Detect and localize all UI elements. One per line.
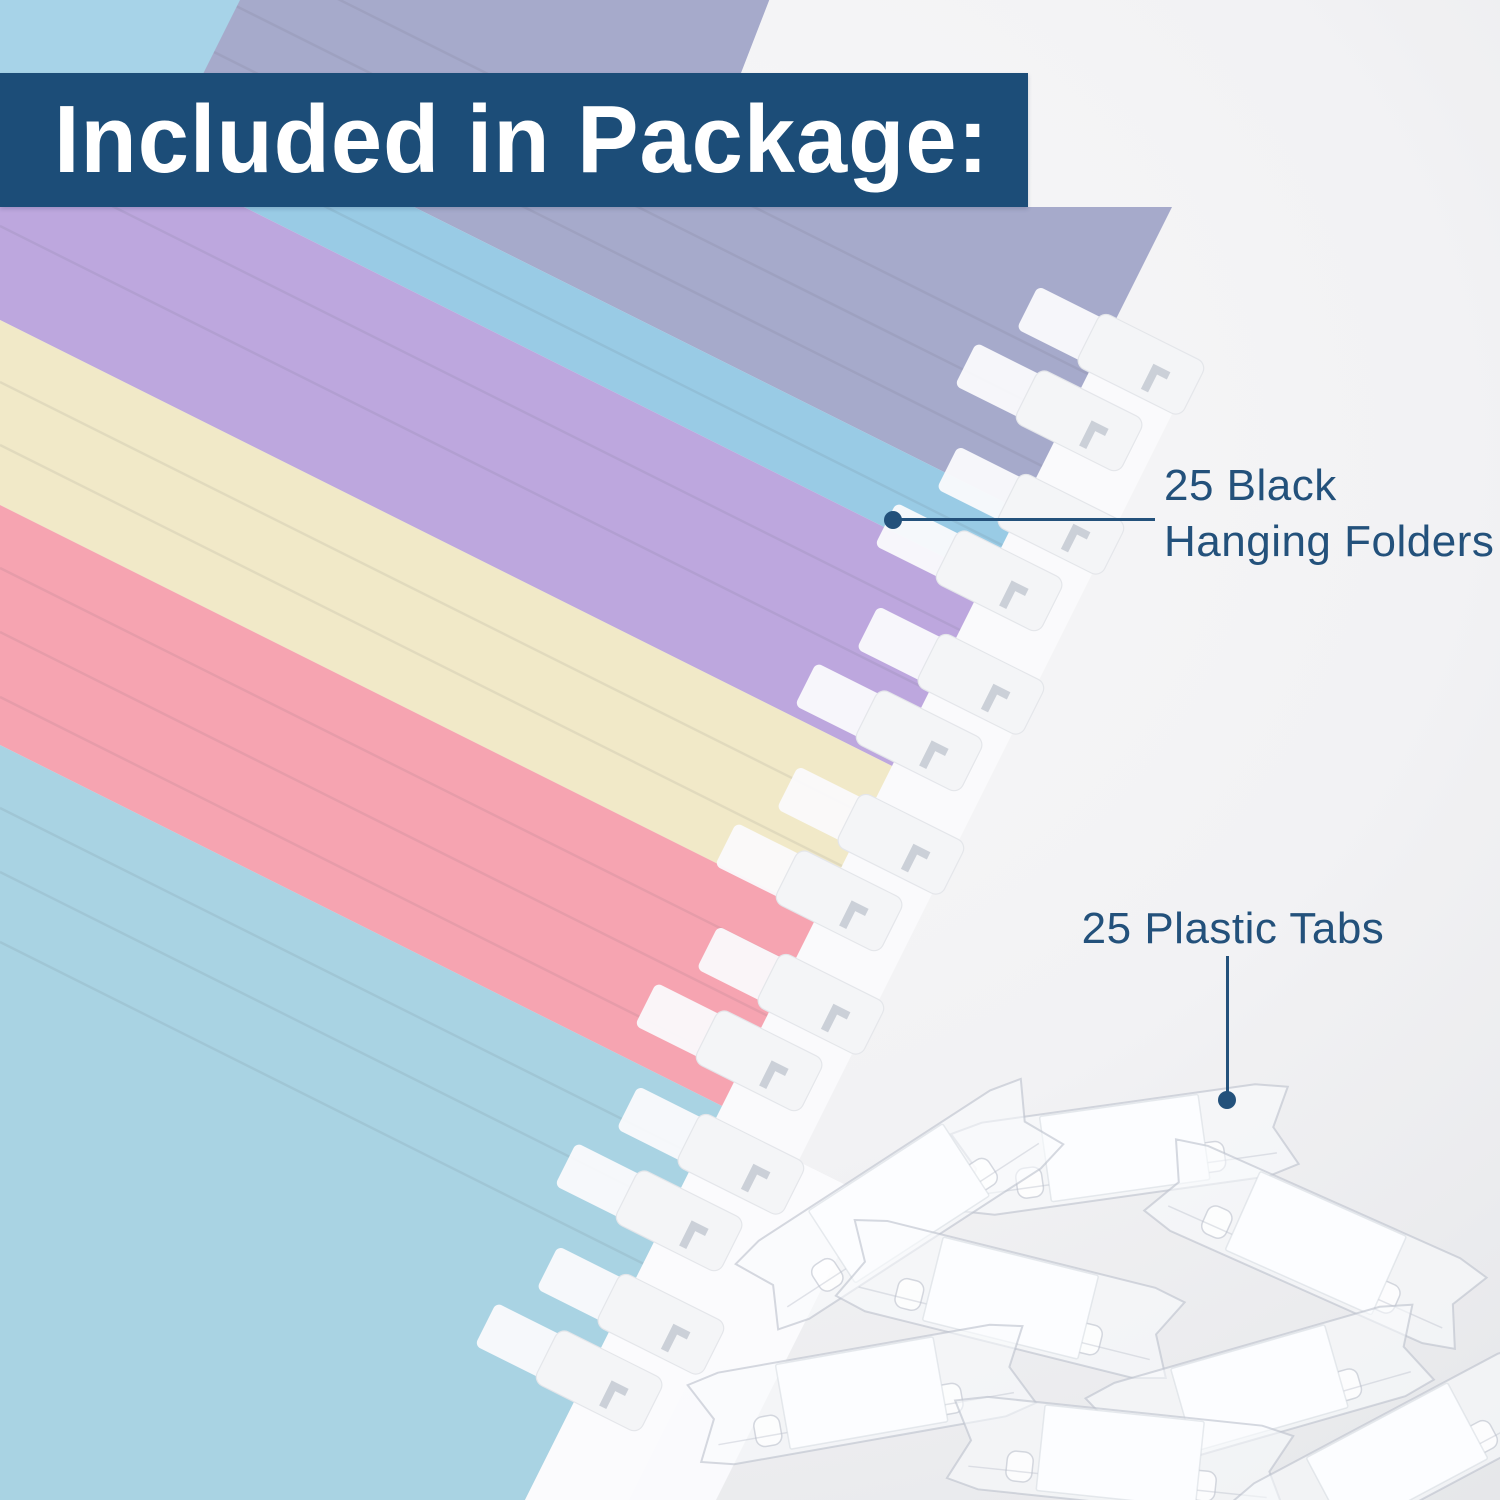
tab-tooth: [810, 1257, 844, 1292]
hook-rail: [618, 1088, 703, 1160]
hook-rail: [538, 1248, 623, 1320]
plastic-tab: [686, 1323, 1038, 1466]
hook-notch-shadow: [599, 1380, 629, 1410]
hanging-hook: [938, 448, 1125, 575]
hook-rail: [956, 344, 1041, 417]
hook-notch-shadow: [1079, 420, 1109, 450]
hook-notch-shadow: [980, 683, 1011, 713]
hook-notch-shadow: [759, 1060, 789, 1090]
hook-tab: [757, 953, 885, 1055]
hook-notch-shadow: [679, 1220, 709, 1250]
hook-notch-shadow: [820, 1003, 851, 1033]
hook-notch-shadow: [919, 740, 949, 770]
hook-rail: [698, 928, 783, 1000]
hanging-hook: [556, 1144, 743, 1272]
fold-line: [0, 443, 1172, 1197]
hanging-hook: [698, 928, 885, 1055]
hook-tab: [535, 1330, 663, 1432]
hook-rail: [556, 1144, 641, 1217]
hanging-hook: [1018, 288, 1205, 415]
hook-rail: [938, 448, 1023, 520]
title-banner-label: Included in Package:: [54, 86, 990, 194]
hook-tab: [597, 1273, 725, 1375]
hook-tab: [615, 1170, 743, 1272]
hook-tab: [775, 850, 903, 952]
hook-rail: [716, 824, 801, 897]
callout-folders-label: 25 Black Hanging Folders: [1164, 458, 1494, 570]
callout-folders-label-line1: 25 Black: [1164, 461, 1337, 510]
tab-tooth: [1005, 1450, 1034, 1483]
callout-tabs-label: 25 Plastic Tabs: [1081, 904, 1385, 953]
fold-line: [0, 380, 1172, 1134]
hook-rail: [476, 1304, 561, 1377]
hook-rail: [796, 664, 881, 737]
hook-notch-shadow: [1140, 363, 1171, 393]
hook-rail: [1018, 288, 1103, 360]
hook-tab: [695, 1010, 823, 1112]
tab-tooth: [894, 1277, 925, 1312]
callout-tabs-line: [1226, 956, 1229, 1096]
hook-notch-shadow: [839, 900, 869, 930]
hanging-hook: [956, 344, 1143, 472]
hook-tab: [837, 793, 965, 895]
hook-tab: [1077, 313, 1205, 415]
hook-tab: [855, 690, 983, 792]
hanging-hook: [716, 824, 903, 952]
tab-label-insert: [1035, 1404, 1205, 1500]
tab-label-insert: [1306, 1382, 1488, 1500]
title-banner: Included in Package:: [0, 73, 1028, 207]
hook-rail: [858, 608, 943, 680]
callout-folders-line: [899, 518, 1155, 521]
tab-label-insert: [1225, 1171, 1407, 1316]
hanging-hook: [476, 1304, 663, 1432]
plastic-tab: [945, 1395, 1295, 1500]
hanging-hook: [538, 1248, 725, 1375]
hanging-hook: [778, 768, 965, 895]
hook-rail: [636, 984, 721, 1057]
callout-folders-label-line2: Hanging Folders: [1164, 516, 1495, 566]
hook-tab: [1015, 370, 1143, 472]
hook-tab: [935, 530, 1063, 632]
hanging-hook: [858, 608, 1045, 735]
hook-notch-shadow: [740, 1163, 771, 1193]
hook-rail: [778, 768, 863, 840]
plastic-tab: [834, 1219, 1187, 1380]
plastic-tab: [1227, 1343, 1500, 1500]
hanging-hook: [796, 664, 983, 792]
fold-line: [0, 148, 1172, 902]
folder-top-blue: [0, 0, 250, 88]
tab-label-insert: [774, 1336, 949, 1450]
hook-notch-shadow: [1060, 523, 1091, 553]
fold-line: [0, 0, 1172, 697]
fold-line: [0, 630, 1172, 1384]
hook-tab: [997, 473, 1125, 575]
tab-tooth: [1200, 1205, 1233, 1239]
hanging-hook: [618, 1088, 805, 1215]
callout-tabs-dot: [1218, 1091, 1236, 1109]
hook-notch-shadow: [999, 580, 1029, 610]
hook-notch-shadow: [900, 843, 931, 873]
callout-folders-dot: [884, 511, 902, 529]
hook-notch-shadow: [660, 1323, 691, 1353]
fold-line: [0, 0, 1172, 640]
plastic-tab: [1142, 1138, 1489, 1351]
hook-tab: [677, 1113, 805, 1215]
hook-tab: [917, 633, 1045, 735]
hanging-hook: [636, 984, 823, 1112]
fold-line: [0, 224, 1172, 978]
tab-tooth: [753, 1414, 783, 1448]
